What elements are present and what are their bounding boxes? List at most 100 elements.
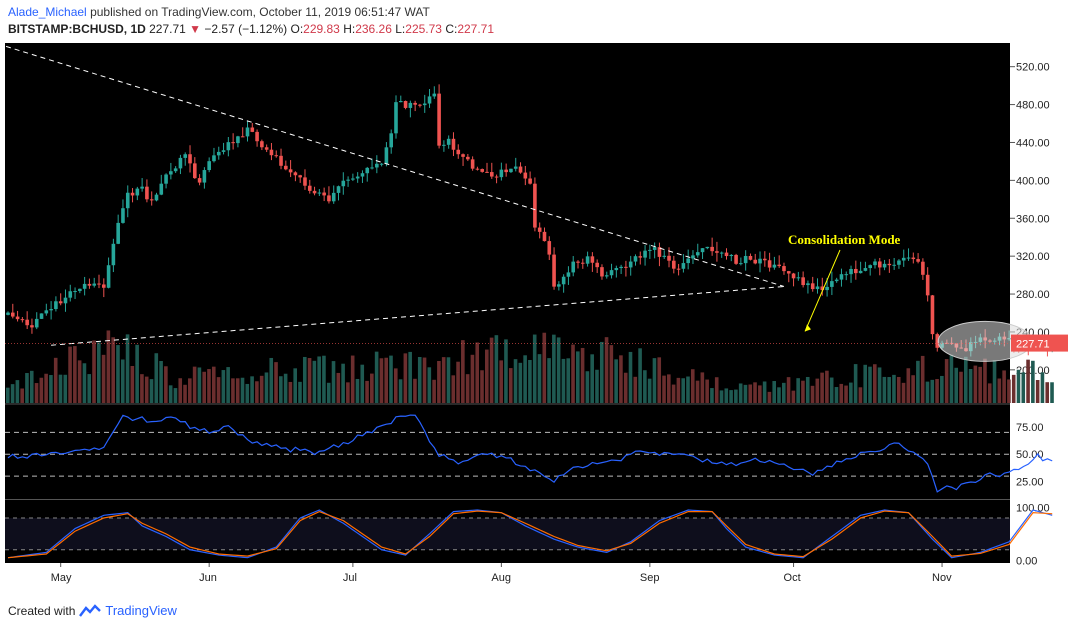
candle-body bbox=[763, 258, 767, 261]
candle-body bbox=[753, 259, 758, 264]
volume-bar bbox=[849, 382, 853, 403]
volume-bar bbox=[360, 364, 365, 403]
volume-bar bbox=[710, 388, 714, 403]
volume-bar bbox=[901, 382, 906, 403]
volume-bar bbox=[226, 367, 230, 403]
volume-bar bbox=[221, 370, 226, 403]
created-with-text: Created with bbox=[8, 603, 76, 618]
candle-body bbox=[97, 283, 101, 285]
volume-bar bbox=[959, 371, 963, 403]
candle-body bbox=[628, 261, 633, 268]
publish-line: Alade_Michael published on TradingView.c… bbox=[8, 5, 430, 19]
rsi-line bbox=[7, 414, 1053, 493]
low-label: L: bbox=[395, 22, 406, 36]
volume-bar bbox=[518, 362, 523, 403]
annotation-arrow bbox=[804, 249, 841, 332]
candle-body bbox=[619, 266, 623, 269]
candle-body bbox=[868, 265, 872, 269]
candle-body bbox=[68, 291, 73, 298]
volume-bar bbox=[671, 384, 676, 403]
x-tick-label: Nov bbox=[932, 572, 952, 584]
candle-body bbox=[231, 142, 235, 144]
volume-bar bbox=[858, 387, 863, 403]
time-axis-background bbox=[5, 563, 1068, 593]
stoch-tick-label: 100.00 bbox=[1016, 502, 1050, 514]
candle-body bbox=[173, 168, 178, 172]
volume-bar bbox=[786, 377, 791, 403]
rsi-tick-label: 50.00 bbox=[1016, 449, 1044, 461]
volume-bar bbox=[125, 334, 130, 403]
candle-body bbox=[820, 286, 825, 291]
candle-body bbox=[379, 163, 384, 165]
volume-bar bbox=[643, 370, 647, 403]
candle-body bbox=[576, 261, 580, 263]
volume-bar bbox=[135, 344, 139, 403]
volume-bar bbox=[355, 378, 360, 403]
volume-bar bbox=[365, 380, 369, 403]
volume-bar bbox=[714, 377, 719, 403]
volume-bar bbox=[537, 354, 542, 403]
rsi-tick-label: 75.00 bbox=[1016, 422, 1044, 434]
open-label: O: bbox=[290, 22, 304, 36]
volume-bar bbox=[992, 360, 997, 403]
volume-bar bbox=[829, 377, 834, 403]
low-value: 225.73 bbox=[405, 22, 442, 36]
volume-bar bbox=[15, 380, 20, 403]
volume-bar bbox=[389, 355, 393, 403]
last-price-tag bbox=[1011, 334, 1068, 352]
x-tick-label: Sep bbox=[640, 572, 660, 584]
tradingview-brand[interactable]: TradingView bbox=[105, 603, 177, 618]
volume-bar bbox=[144, 376, 149, 403]
candle-body bbox=[336, 186, 341, 193]
volume-bar bbox=[580, 347, 585, 403]
volume-bar bbox=[111, 337, 115, 403]
symbol-line: BITSTAMP:BCHUSD, 1D 227.71 ▼ −2.57 (−1.1… bbox=[8, 22, 494, 36]
volume-bar bbox=[805, 376, 810, 403]
candle-body bbox=[595, 262, 599, 268]
candle-body bbox=[279, 155, 283, 166]
volume-bar bbox=[159, 360, 163, 403]
candle-body bbox=[566, 272, 571, 277]
candle-body bbox=[58, 301, 63, 304]
candle-body bbox=[375, 163, 379, 168]
volume-bar bbox=[796, 378, 800, 403]
volume-bar bbox=[183, 384, 187, 403]
volume-bar bbox=[614, 359, 618, 403]
candle-body bbox=[288, 169, 293, 173]
chart-area[interactable]: 520.00 480.00 440.00 400.00 360.00 320.00 280.… bbox=[5, 43, 1068, 593]
candle-body bbox=[154, 194, 159, 201]
volume-bar bbox=[58, 374, 63, 403]
volume-bar bbox=[920, 355, 925, 403]
volume-bar bbox=[561, 358, 566, 403]
volume-bar bbox=[264, 372, 269, 403]
candle-body bbox=[676, 268, 681, 270]
x-tick-label: Aug bbox=[491, 572, 511, 584]
candle-body bbox=[331, 192, 336, 202]
candle-body bbox=[638, 256, 643, 258]
volume-bar bbox=[652, 358, 657, 403]
volume-bar bbox=[743, 384, 748, 403]
volume-bar bbox=[6, 387, 10, 403]
candle-body bbox=[130, 192, 135, 196]
candle-body bbox=[504, 169, 508, 173]
candle-body bbox=[585, 256, 590, 264]
candle-body bbox=[25, 319, 29, 326]
volume-bar bbox=[868, 366, 872, 403]
volume-bar bbox=[211, 366, 216, 403]
candle-body bbox=[437, 93, 441, 146]
volume-bar bbox=[317, 356, 321, 403]
volume-bar bbox=[485, 349, 489, 403]
candle-body bbox=[317, 192, 322, 194]
stoch-k-line bbox=[7, 509, 1053, 559]
volume-bar bbox=[566, 358, 571, 403]
candle-body bbox=[298, 175, 302, 178]
candle-body bbox=[351, 178, 355, 180]
candle-body bbox=[734, 254, 738, 264]
author-link[interactable]: Alade_Michael bbox=[8, 5, 87, 19]
candle-body bbox=[446, 138, 451, 145]
volume-bar bbox=[259, 375, 264, 403]
volume-bar bbox=[207, 369, 211, 403]
tradingview-logo-icon bbox=[79, 603, 102, 617]
volume-bar bbox=[925, 381, 930, 403]
candle-body bbox=[303, 177, 307, 186]
